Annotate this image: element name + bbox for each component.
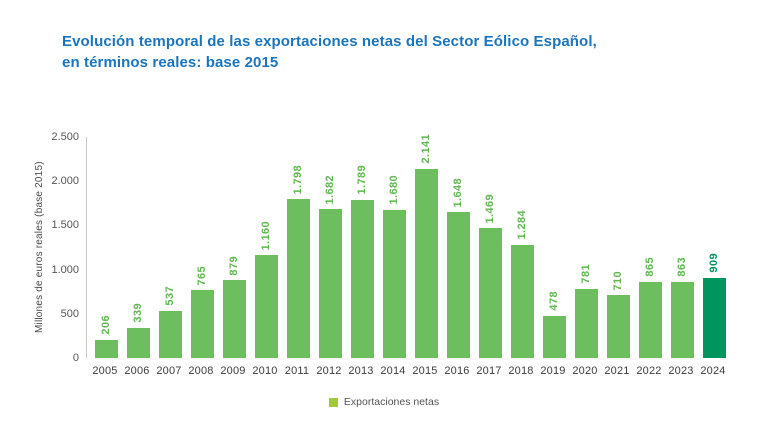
bar bbox=[414, 168, 438, 358]
bar-column-2019: 478 bbox=[538, 291, 570, 358]
bar bbox=[542, 315, 566, 358]
x-tick-label: 2011 bbox=[284, 365, 310, 377]
x-tick-label: 2013 bbox=[348, 365, 374, 377]
bar-column-2016: 1.648 bbox=[442, 178, 474, 358]
y-tick-label: 1.500 bbox=[51, 219, 79, 232]
bar-column-2015: 2.141 bbox=[410, 134, 442, 358]
x-tick-label: 2023 bbox=[668, 365, 694, 377]
bar bbox=[638, 281, 662, 358]
bar bbox=[126, 328, 150, 358]
chart-title-line1: Evolución temporal de las exportaciones … bbox=[62, 33, 597, 50]
bar-column-2013: 1.789 bbox=[346, 165, 378, 358]
bar-column-2006: 339 bbox=[122, 303, 154, 358]
bar-column-2023: 863 bbox=[666, 257, 698, 358]
chart-title-line2: en términos reales: base 2015 bbox=[62, 54, 279, 71]
bar bbox=[254, 255, 278, 358]
x-tick-label: 2024 bbox=[700, 365, 726, 377]
bar bbox=[350, 199, 374, 358]
bar bbox=[158, 310, 182, 358]
bar-column-2009: 879 bbox=[218, 256, 250, 358]
bar bbox=[382, 209, 406, 358]
bar-value-label: 1.789 bbox=[356, 165, 368, 195]
x-tick-label: 2015 bbox=[412, 365, 438, 377]
bar-column-2017: 1.469 bbox=[474, 194, 506, 358]
bar-column-2014: 1.680 bbox=[378, 175, 410, 358]
x-tick-label: 2006 bbox=[124, 365, 150, 377]
y-tick-label: 2.500 bbox=[51, 131, 79, 143]
bar-value-label: 1.680 bbox=[388, 174, 400, 205]
legend-label: Exportaciones netas bbox=[343, 396, 440, 408]
y-tick-label: 500 bbox=[60, 307, 79, 320]
bar-value-label: 478 bbox=[548, 291, 560, 311]
bar-column-2005: 206 bbox=[90, 315, 122, 358]
bar-value-label: 863 bbox=[676, 257, 688, 277]
bar bbox=[702, 277, 726, 358]
bar-value-label: 2.141 bbox=[420, 134, 432, 164]
bar-value-label: 339 bbox=[132, 303, 144, 324]
bar-column-2010: 1.160 bbox=[250, 221, 282, 358]
bar-value-label: 879 bbox=[228, 255, 240, 276]
y-axis-title: Millones de euros reales (base 2015) bbox=[34, 161, 45, 334]
bar bbox=[318, 209, 342, 358]
x-tick-label: 2020 bbox=[572, 365, 598, 377]
x-tick-label: 2007 bbox=[156, 365, 182, 377]
x-tick-label: 2010 bbox=[252, 365, 278, 377]
x-tick-label: 2018 bbox=[508, 365, 534, 377]
bar-value-label: 710 bbox=[612, 270, 624, 291]
x-tick-label: 2014 bbox=[380, 365, 406, 377]
x-tick-label: 2012 bbox=[316, 365, 342, 377]
x-tick-label: 2008 bbox=[188, 365, 214, 377]
x-tick-label: 2019 bbox=[540, 365, 566, 377]
bar bbox=[446, 212, 470, 358]
bar bbox=[478, 228, 502, 358]
x-axis-labels: 2005 2006 2007 2008 2009 2010 2011 2012 2013 2014… bbox=[89, 365, 729, 377]
x-tick-label: 2017 bbox=[476, 365, 502, 377]
bar-value-label: 765 bbox=[196, 265, 208, 286]
bar-value-label: 1.469 bbox=[484, 193, 496, 224]
bar bbox=[574, 288, 598, 358]
bar-value-label: 909 bbox=[708, 253, 720, 273]
y-tick-label: 2.000 bbox=[51, 175, 79, 188]
bar-value-label: 1.160 bbox=[260, 220, 272, 251]
x-tick-label: 2005 bbox=[92, 365, 118, 377]
bar-column-2008: 765 bbox=[186, 266, 218, 358]
legend: Exportaciones netas bbox=[0, 396, 768, 408]
bar-column-2007: 537 bbox=[154, 286, 186, 358]
bar-column-2011: 1.798 bbox=[282, 165, 314, 358]
plot-area: 0 500 1.000 1.500 2.000 2.500 206 339 537 765 879… bbox=[51, 131, 735, 364]
bar bbox=[286, 199, 310, 358]
legend-marker-icon bbox=[328, 397, 338, 407]
bar-column-2020: 781 bbox=[570, 264, 602, 358]
bar bbox=[670, 281, 694, 358]
bar-value-label: 1.284 bbox=[516, 209, 528, 240]
bar-column-2021: 710 bbox=[602, 271, 634, 358]
x-tick-label: 2016 bbox=[444, 365, 470, 377]
bar-column-2012: 1.682 bbox=[314, 175, 346, 358]
bar-column-2018: 1.284 bbox=[506, 210, 538, 358]
x-tick-label: 2009 bbox=[220, 365, 246, 377]
y-tick-label: 0 bbox=[72, 352, 79, 364]
bar bbox=[606, 295, 630, 358]
bar bbox=[190, 290, 214, 358]
bar-column-2022: 865 bbox=[634, 257, 666, 358]
bar-column-2024: 909 bbox=[698, 253, 730, 358]
bar-value-label: 1.682 bbox=[324, 174, 336, 205]
bar bbox=[222, 280, 246, 358]
y-tick-label: 1.000 bbox=[51, 263, 79, 276]
bar-value-label: 206 bbox=[100, 315, 112, 335]
bars-container: 206 339 537 765 879 1.160 1.798 1.682 1.789 1.680… bbox=[90, 134, 730, 358]
bar-value-label: 1.648 bbox=[452, 177, 464, 208]
bar-value-label: 865 bbox=[644, 256, 656, 277]
x-tick-label: 2022 bbox=[636, 365, 662, 377]
x-tick-label: 2021 bbox=[604, 365, 630, 377]
bar bbox=[510, 244, 534, 358]
bar bbox=[94, 339, 118, 358]
chart-title: Evolución temporal de las exportaciones … bbox=[62, 31, 597, 73]
bar-value-label: 537 bbox=[164, 285, 176, 306]
bar-value-label: 781 bbox=[580, 264, 592, 284]
bar-value-label: 1.798 bbox=[292, 164, 304, 195]
